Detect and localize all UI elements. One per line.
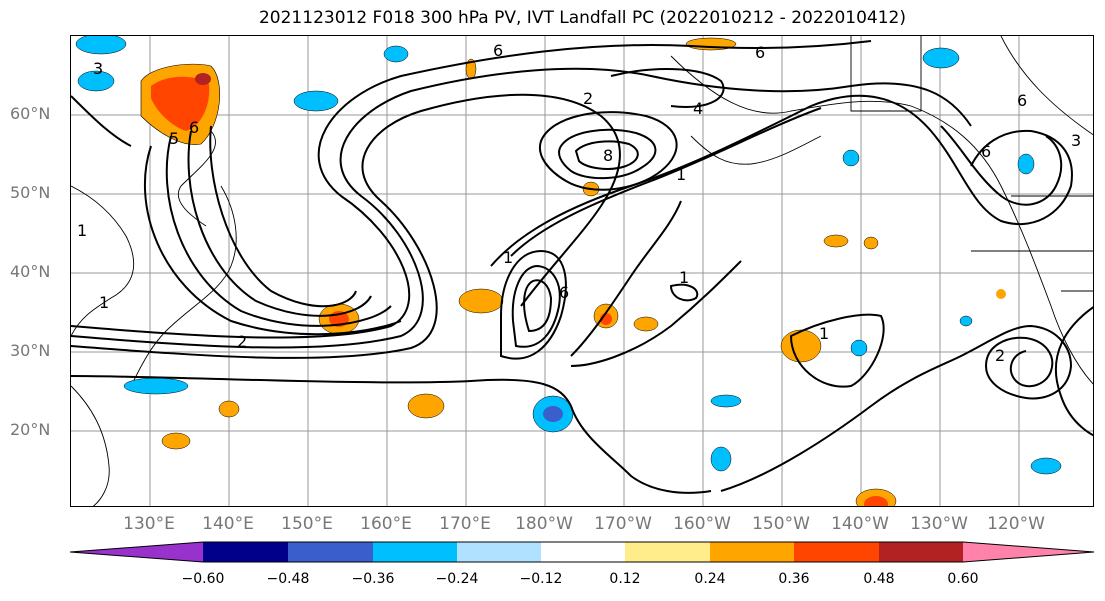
contour-label-16: 1 — [77, 221, 87, 240]
contour-label-15: 5 — [169, 129, 179, 148]
lon-label-150w: 150°W — [752, 514, 810, 534]
colorbar-tick-3: −0.36 — [351, 571, 395, 587]
colorbar-tick-6: 0.12 — [609, 571, 641, 587]
map-svg: 6 6 2 4 6 8 1 1 6 1 1 2 6 6 5 1 2 1 3 3 — [71, 36, 1093, 506]
lon-label-170e: 170°E — [439, 514, 491, 534]
lat-label-50n: 50°N — [10, 183, 51, 202]
contour-label-4: 4 — [693, 99, 703, 118]
colorbar-outline — [69, 541, 1095, 563]
colorbar-cell — [541, 542, 625, 562]
colorbar-tick-5: −0.12 — [519, 571, 563, 587]
colorbar-cell — [879, 542, 963, 562]
colorbar-tick-1: −0.60 — [181, 571, 225, 587]
contour-label-7: 1 — [676, 165, 686, 184]
contour-label-12: 2 — [237, 332, 247, 351]
colorbar-cell — [203, 542, 288, 562]
lon-label-170w: 170°W — [594, 514, 652, 534]
colorbar-tick-2: −0.48 — [266, 571, 310, 587]
colorbar-cell — [288, 542, 373, 562]
contour-label-1: 6 — [493, 41, 503, 60]
colorbar-tick-4: −0.24 — [435, 571, 479, 587]
colorbar-tick-10: 0.60 — [947, 571, 979, 587]
contour-label-8: 1 — [503, 248, 513, 267]
colorbar-cell — [70, 542, 203, 562]
map-title: 2021123012 F018 300 hPa PV, IVT Landfall… — [258, 8, 906, 28]
colorbar-cell — [625, 542, 710, 562]
colorbar-cells — [69, 541, 1095, 563]
colorbar-cell — [963, 542, 1094, 562]
contour-label-10: 1 — [679, 268, 689, 287]
lon-label-140w: 140°W — [831, 514, 889, 534]
contour-label-19: 3 — [93, 59, 103, 78]
contour-label-3: 2 — [583, 89, 593, 108]
colorbar-tick-8: 0.36 — [778, 571, 810, 587]
contour-label-13: 6 — [981, 142, 991, 161]
lon-label-180w: 180°W — [515, 514, 573, 534]
contour-label-2: 6 — [755, 43, 765, 62]
map-panel: 6 6 2 4 6 8 1 1 6 1 1 2 6 6 5 1 2 1 3 3 — [70, 35, 1094, 507]
contour-label-14: 6 — [1017, 91, 1027, 110]
lon-label-150e: 150°E — [281, 514, 333, 534]
colorbar-cell — [457, 542, 541, 562]
lon-label-160e: 160°E — [360, 514, 412, 534]
contour-label-6: 8 — [603, 146, 613, 165]
contour-label-9: 6 — [559, 283, 569, 302]
contour-label-17: 2 — [995, 346, 1005, 365]
colorbar-cell — [710, 542, 794, 562]
contour-label-5: 6 — [189, 118, 199, 137]
colorbar-cell — [794, 542, 879, 562]
contour-label-11: 1 — [819, 324, 829, 343]
lat-label-60n: 60°N — [10, 104, 51, 123]
colorbar-tick-7: 0.24 — [694, 571, 726, 587]
lon-label-130e: 130°E — [123, 514, 175, 534]
lon-label-160w: 160°W — [673, 514, 731, 534]
pv-contours — [71, 40, 1093, 494]
lat-label-20n: 20°N — [10, 420, 51, 439]
lat-label-40n: 40°N — [10, 262, 51, 281]
lon-label-120w: 120°W — [987, 514, 1045, 534]
lat-label-30n: 30°N — [10, 341, 51, 360]
lon-label-140e: 140°E — [202, 514, 254, 534]
contour-labels: 6 6 2 4 6 8 1 1 6 1 1 2 6 6 5 1 2 1 3 3 — [77, 41, 1081, 365]
colorbar-tick-9: 0.48 — [863, 571, 895, 587]
colorbar-cell — [373, 542, 457, 562]
contour-label-18: 1 — [99, 293, 109, 312]
lon-label-130w: 130°W — [910, 514, 968, 534]
contour-label-20: 3 — [1071, 131, 1081, 150]
coastlines — [71, 36, 1093, 506]
